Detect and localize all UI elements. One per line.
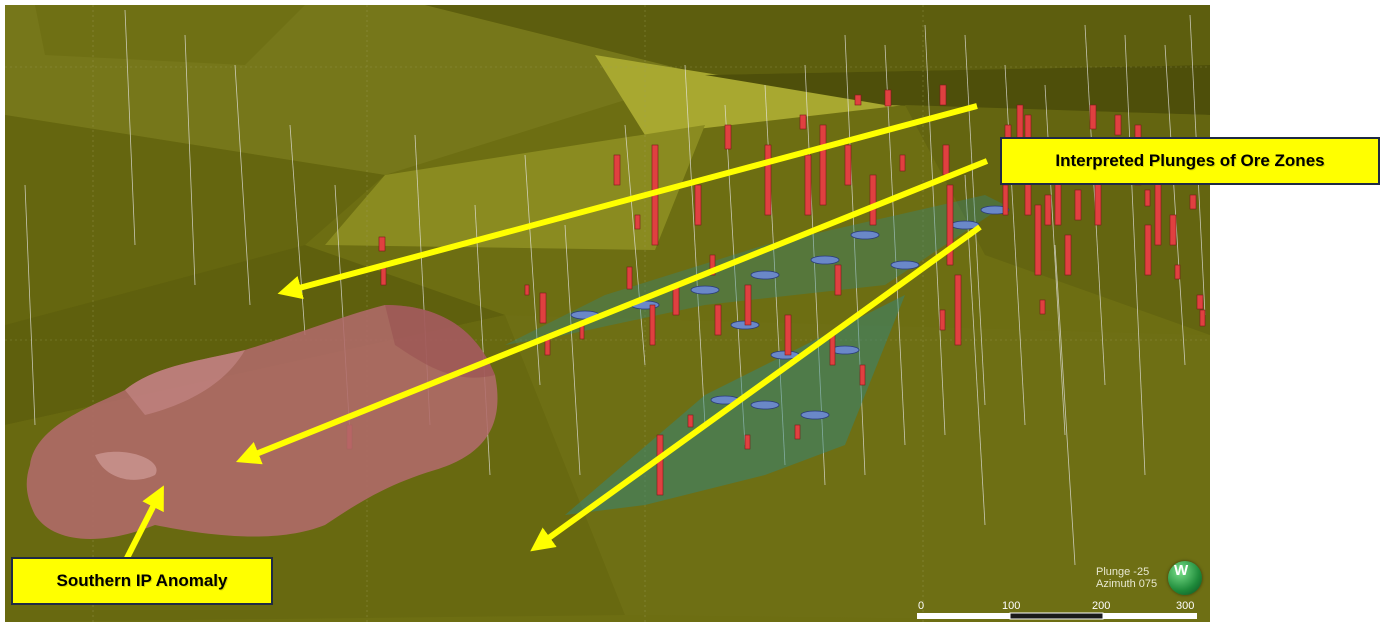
ip-callout-arrow <box>123 485 164 562</box>
grid-lines <box>5 5 1210 622</box>
plunge-arrows <box>123 103 989 562</box>
ip-anomaly-callout: Southern IP Anomaly <box>11 557 273 605</box>
scale-tick-100: 100 <box>1002 600 1021 612</box>
scale-bar <box>917 612 1197 620</box>
plunge-arrow-2 <box>235 158 989 465</box>
compass-letter: W <box>1174 562 1189 579</box>
ore-plunges-callout: Interpreted Plunges of Ore Zones <box>1000 137 1380 185</box>
scale-tick-200: 200 <box>1092 600 1111 612</box>
3d-model-viewport[interactable] <box>5 5 1210 622</box>
scale-tick-300: 300 <box>1176 600 1195 612</box>
plunge-readout: Plunge -25 <box>1096 566 1150 578</box>
ip-anomaly-body <box>26 305 498 539</box>
plunge-arrow-3 <box>530 224 982 552</box>
azimuth-readout: Azimuth 075 <box>1096 578 1158 590</box>
scale-tick-0: 0 <box>918 600 925 612</box>
plunge-arrow-1 <box>277 103 978 300</box>
intersection-discs <box>570 205 1010 420</box>
compass-globe-icon[interactable]: W <box>1168 561 1202 595</box>
